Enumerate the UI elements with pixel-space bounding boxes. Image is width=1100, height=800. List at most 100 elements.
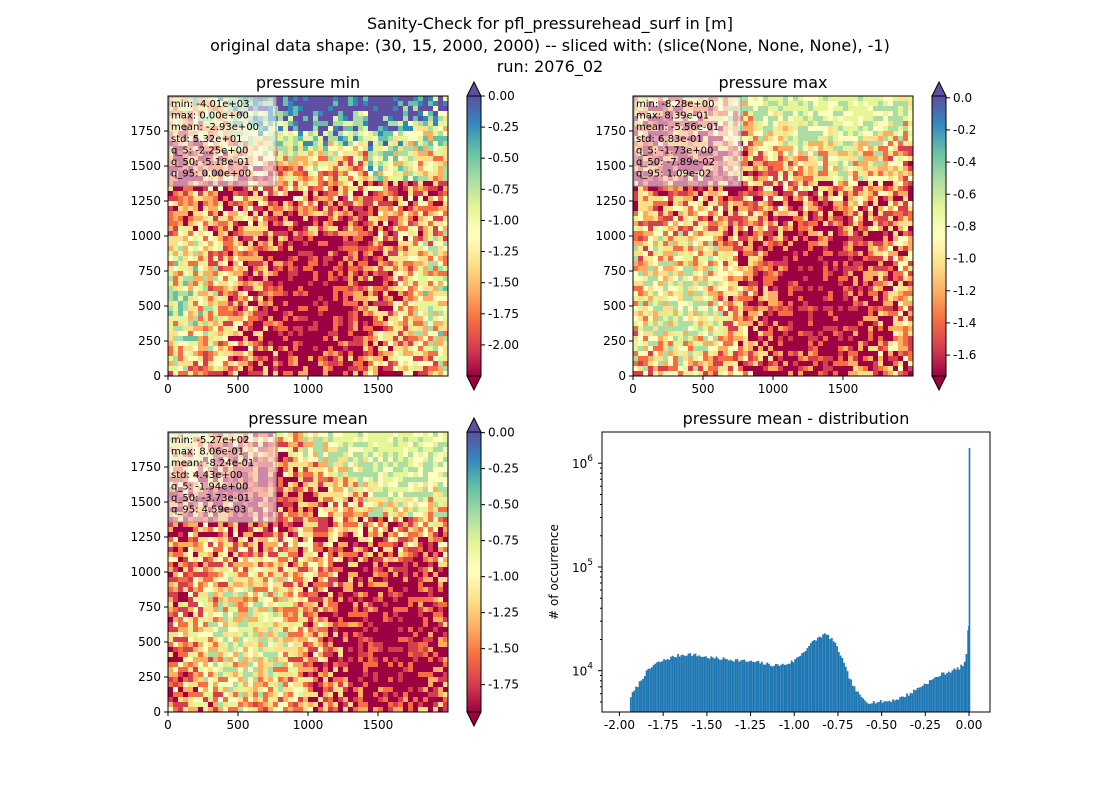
heatmap-cell — [328, 206, 334, 212]
heatmap-cell — [323, 106, 329, 112]
heatmap-cell — [338, 241, 344, 247]
heatmap-cell — [318, 151, 324, 157]
heatmap-cell — [333, 341, 339, 347]
heatmap-cell — [228, 311, 234, 317]
heatmap-cell — [223, 321, 229, 327]
heatmap-cell — [283, 181, 289, 187]
heatmap-cell — [383, 361, 389, 367]
heatmap-cell — [198, 196, 204, 202]
heatmap-cell — [443, 186, 449, 192]
heatmap-cell — [253, 331, 259, 337]
heatmap-cell — [798, 101, 804, 107]
heatmap-cell — [218, 286, 224, 292]
heatmap-cell — [863, 156, 869, 162]
heatmap-cell — [853, 196, 859, 202]
heatmap-cell — [288, 371, 294, 377]
heatmap-cell — [408, 336, 414, 342]
heatmap-cell — [383, 206, 389, 212]
heatmap-cell — [313, 246, 319, 252]
heatmap-cell — [253, 321, 259, 327]
heatmap-cell — [728, 211, 734, 217]
heatmap-cell — [298, 291, 304, 297]
heatmap-cell — [333, 166, 339, 172]
heatmap-cell — [418, 256, 424, 262]
heatmap-cell — [308, 271, 314, 277]
heatmap-cell — [373, 276, 379, 282]
heatmap-cell — [313, 106, 319, 112]
heatmap-cell — [813, 111, 819, 117]
heatmap-cell — [243, 241, 249, 247]
heatmap-cell — [208, 241, 214, 247]
heatmap-cell — [423, 141, 429, 147]
heatmap-cell — [358, 316, 364, 322]
heatmap-cell — [713, 246, 719, 252]
heatmap-cell — [823, 111, 829, 117]
heatmap-cell — [773, 226, 779, 232]
heatmap-cell — [333, 296, 339, 302]
heatmap-cell — [253, 296, 259, 302]
heatmap-cell — [193, 221, 199, 227]
heatmap-cell — [843, 226, 849, 232]
heatmap-cell — [678, 191, 684, 197]
heatmap-cell — [348, 341, 354, 347]
heatmap-cell — [408, 211, 414, 217]
heatmap-cell — [248, 271, 254, 277]
heatmap-cell — [793, 141, 799, 147]
heatmap-cell — [853, 176, 859, 182]
heatmap-cell — [693, 236, 699, 242]
heatmap-cell — [428, 121, 434, 127]
heatmap-cell — [723, 221, 729, 227]
heatmap-cell — [178, 226, 184, 232]
heatmap-cell — [438, 266, 444, 272]
heatmap-cell — [753, 131, 759, 137]
heatmap-cell — [388, 326, 394, 332]
heatmap-cell — [703, 236, 709, 242]
heatmap-cell — [288, 271, 294, 277]
heatmap-cell — [863, 121, 869, 127]
heatmap-cell — [803, 211, 809, 217]
heatmap-cell — [393, 356, 399, 362]
heatmap-cell — [338, 266, 344, 272]
heatmap-cell — [408, 226, 414, 232]
heatmap-cell — [328, 171, 334, 177]
heatmap-cell — [293, 191, 299, 197]
heatmap-cell — [208, 266, 214, 272]
heatmap-cell — [178, 271, 184, 277]
heatmap-cell — [168, 341, 174, 347]
heatmap-cell — [438, 331, 444, 337]
stats-line: min: -4.01e+03 — [171, 99, 250, 110]
heatmap-cell — [413, 261, 419, 267]
heatmap-cell — [838, 186, 844, 192]
heatmap-cell — [188, 316, 194, 322]
heatmap-cell — [273, 206, 279, 212]
heatmap-cell — [343, 166, 349, 172]
heatmap-cell — [318, 276, 324, 282]
heatmap-cell — [188, 366, 194, 372]
heatmap-cell — [248, 286, 254, 292]
heatmap-cell — [223, 286, 229, 292]
heatmap-cell — [788, 126, 794, 132]
heatmap-cell — [338, 101, 344, 107]
heatmap-cell — [433, 126, 439, 132]
heatmap-cell — [898, 111, 904, 117]
heatmap-cell — [308, 126, 314, 132]
heatmap-cell — [338, 246, 344, 252]
heatmap-cell — [653, 256, 659, 262]
heatmap-cell — [303, 366, 309, 372]
heatmap-cell — [278, 121, 284, 127]
heatmap-cell — [338, 151, 344, 157]
heatmap-cell — [398, 106, 404, 112]
heatmap-cell — [358, 206, 364, 212]
heatmap-cell — [388, 266, 394, 272]
heatmap-cell — [228, 316, 234, 322]
heatmap-cell — [768, 221, 774, 227]
heatmap-cell — [763, 216, 769, 222]
heatmap-cell — [203, 321, 209, 327]
heatmap-cell — [243, 246, 249, 252]
heatmap-cell — [173, 361, 179, 367]
heatmap-cell — [368, 171, 374, 177]
heatmap-cell — [683, 236, 689, 242]
heatmap-cell — [793, 106, 799, 112]
heatmap-cell — [413, 136, 419, 142]
heatmap-cell — [173, 371, 179, 377]
